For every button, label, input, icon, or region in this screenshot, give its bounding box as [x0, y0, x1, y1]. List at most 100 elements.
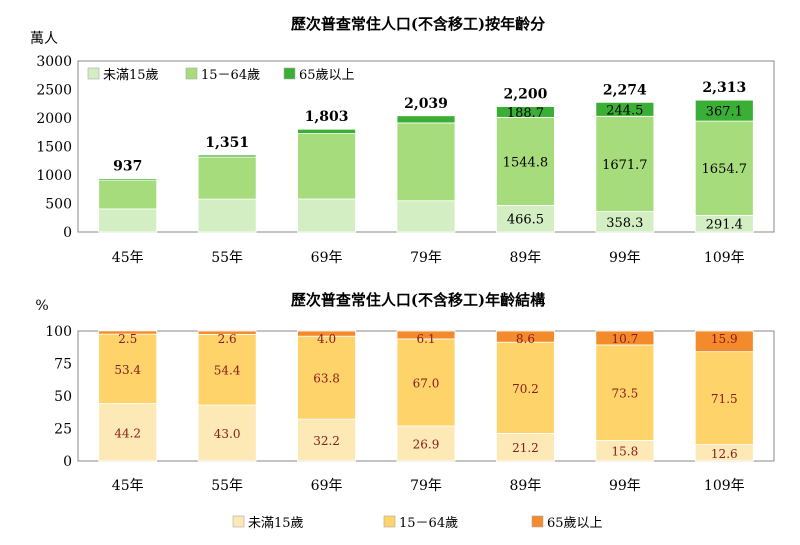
chart1-category-label: 99年	[609, 250, 641, 266]
chart2-bar-segment	[496, 433, 555, 462]
chart2-legend-label: 15－64歲	[399, 516, 458, 531]
chart2-ytick-label: 100	[45, 324, 72, 340]
chart2-category-label: 55年	[211, 478, 243, 494]
chart1-category-label: 55年	[211, 250, 243, 266]
chart2-title: 歷次普查常住人口(不含移工)年齡結構	[291, 291, 545, 309]
chart2-bar-segment	[396, 330, 456, 340]
chart1-data-label: 466.5	[507, 213, 544, 228]
chart2-bar-segment	[396, 338, 456, 427]
chart2-data-label: 63.8	[313, 372, 340, 386]
chart1-legend-swatch	[185, 67, 198, 80]
chart1-category-label: 69年	[311, 250, 343, 266]
chart1-bar-segment	[396, 122, 456, 202]
chart1-bar-segment	[297, 198, 356, 233]
chart2-data-label: 70.2	[512, 382, 539, 396]
chart2-data-label: 15.9	[711, 332, 738, 346]
chart1-ytick-label: 500	[45, 197, 72, 213]
chart1-category-label: 79年	[410, 250, 442, 266]
chart1-ytick-label: 2500	[36, 83, 72, 99]
chart1-bar-segment	[98, 178, 158, 181]
chart2-data-label: 44.2	[114, 426, 141, 440]
chart1-bar-segment	[297, 133, 356, 200]
chart2-data-label: 32.2	[313, 434, 340, 448]
chart1-bar-segment	[297, 128, 356, 134]
chart2-legend-swatch	[531, 515, 544, 528]
chart2-bar-segment	[197, 333, 257, 406]
chart2-data-label: 2.6	[218, 332, 237, 346]
chart1-bar-segment	[694, 99, 754, 122]
chart1-bar-segment	[595, 101, 655, 117]
chart2-bar-segment	[197, 330, 257, 335]
chart2-bar-segment	[595, 330, 655, 346]
chart1-data-label: 1544.8	[503, 155, 549, 170]
chart2-data-label: 15.8	[611, 445, 638, 459]
chart2-data-label: 54.4	[214, 364, 241, 378]
chart1-bar-segment	[197, 156, 257, 200]
chart2-legend-label: 65歲以上	[547, 516, 603, 531]
chart2-bar-segment	[98, 403, 158, 462]
chart2-ytick-label: 25	[54, 422, 72, 438]
chart2-category-label: 79年	[410, 478, 442, 494]
chart1-data-label: 1671.7	[602, 158, 648, 173]
chart1-bar-segment	[396, 115, 456, 124]
chart2-bar-segment	[297, 330, 356, 337]
chart1-bar-segment	[595, 115, 655, 212]
chart2-bar-segment	[595, 344, 655, 441]
chart2-data-label: 6.1	[416, 332, 435, 346]
chart1-data-label: 1654.7	[702, 162, 748, 177]
chart1-ytick-label: 2000	[36, 111, 72, 127]
chart2-data-label: 2.5	[118, 332, 137, 346]
chart2-data-label: 4.0	[317, 332, 336, 346]
chart2-data-label: 12.6	[711, 447, 738, 461]
chart2-legend-swatch	[232, 515, 245, 528]
chart1-ytick-label: 0	[63, 225, 72, 241]
chart1-total-label: 1,803	[305, 109, 349, 125]
chart1-total-label: 2,200	[504, 87, 548, 103]
chart1-legend-label: 未滿15歲	[103, 67, 159, 83]
chart2-data-label: 10.7	[611, 332, 638, 346]
chart1-bar-segment	[496, 116, 555, 206]
chart2-bar-segment	[98, 330, 158, 335]
chart1-legend-label: 65歲以上	[299, 68, 355, 83]
chart2-data-label: 67.0	[413, 376, 440, 390]
chart1-total-label: 937	[113, 159, 142, 175]
chart1-total-label: 2,039	[404, 96, 448, 112]
chart1-data-label: 244.5	[606, 103, 643, 118]
chart1-category-label: 89年	[510, 250, 542, 266]
chart1-total-label: 2,274	[603, 82, 647, 98]
chart1-total-label: 2,313	[702, 80, 746, 96]
chart1-legend-swatch	[283, 67, 296, 80]
chart1-bar-segment	[496, 106, 555, 118]
chart2-legend-label: 未滿15歲	[248, 515, 304, 531]
chart2-data-label: 73.5	[611, 387, 638, 401]
chart2-bar-segment	[694, 351, 754, 446]
chart1-category-label: 45年	[112, 250, 144, 266]
chart1-data-label: 188.7	[507, 106, 544, 121]
chart1-ytick-label: 1000	[36, 168, 72, 184]
chart2-category-label: 45年	[112, 478, 144, 494]
chart2-ylabel: %	[35, 298, 48, 314]
chart2-category-label: 109年	[704, 478, 745, 494]
chart1-legend-label: 15－64歲	[201, 68, 260, 83]
chart1-bar-segment	[197, 154, 257, 158]
chart1-ytick-label: 3000	[36, 54, 72, 70]
chart2-bar-segment	[496, 330, 555, 343]
chart1-ylabel: 萬人	[30, 31, 58, 47]
chart1-bar-segment	[98, 179, 158, 210]
chart2-ytick-label: 50	[54, 389, 72, 405]
chart1-data-label: 358.3	[606, 216, 643, 231]
chart2-category-label: 89年	[510, 478, 542, 494]
chart2-data-label: 21.2	[512, 441, 539, 455]
chart2-data-label: 43.0	[214, 427, 241, 441]
chart1-bar-segment	[197, 198, 257, 233]
chart1-data-label: 291.4	[706, 218, 743, 233]
chart2-bar-segment	[694, 330, 754, 353]
chart2-bar-segment	[496, 341, 555, 434]
chart1-ytick-label: 1500	[36, 140, 72, 156]
chart2-bar-segment	[396, 425, 456, 462]
chart1-category-label: 109年	[704, 250, 745, 266]
chart2-bar-segment	[98, 333, 158, 404]
chart2-data-label: 8.6	[516, 332, 535, 346]
